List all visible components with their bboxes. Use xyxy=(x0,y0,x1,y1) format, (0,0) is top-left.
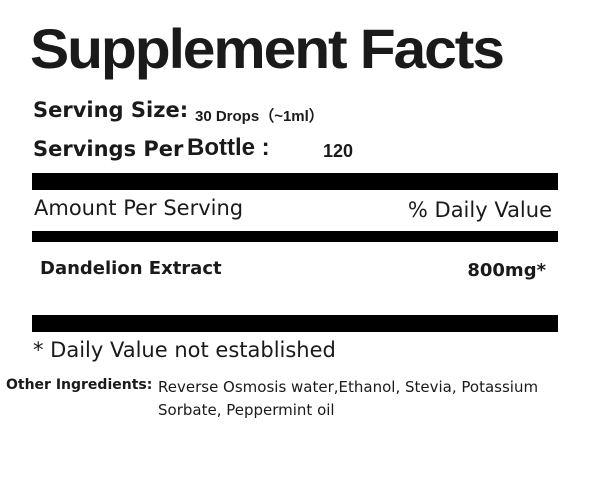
title: Supplement Facts xyxy=(30,17,505,80)
footnote: * Daily Value not established xyxy=(33,338,336,362)
servings-per-value: 120 xyxy=(323,141,354,161)
other-ingredients-text: Reverse Osmosis water,Ethanol, Stevia, P… xyxy=(158,378,539,419)
daily-value-header: % Daily Value xyxy=(407,198,552,222)
serving-size-value: 30 Drops（~1ml） xyxy=(195,108,324,125)
servings-per-label-2: Bottle : xyxy=(187,134,270,161)
serving-size-label: Serving Size: xyxy=(33,98,189,122)
ingredient-name: Dandelion Extract xyxy=(40,258,222,279)
divider xyxy=(32,315,558,332)
other-ingredients-label: Other Ingredients: xyxy=(6,377,153,393)
amount-header: Amount Per Serving xyxy=(34,196,244,220)
ingredient-amount: 800mg* xyxy=(467,260,546,281)
servings-per-label: Servings Per xyxy=(33,137,184,161)
divider xyxy=(32,173,558,190)
divider xyxy=(32,231,558,242)
